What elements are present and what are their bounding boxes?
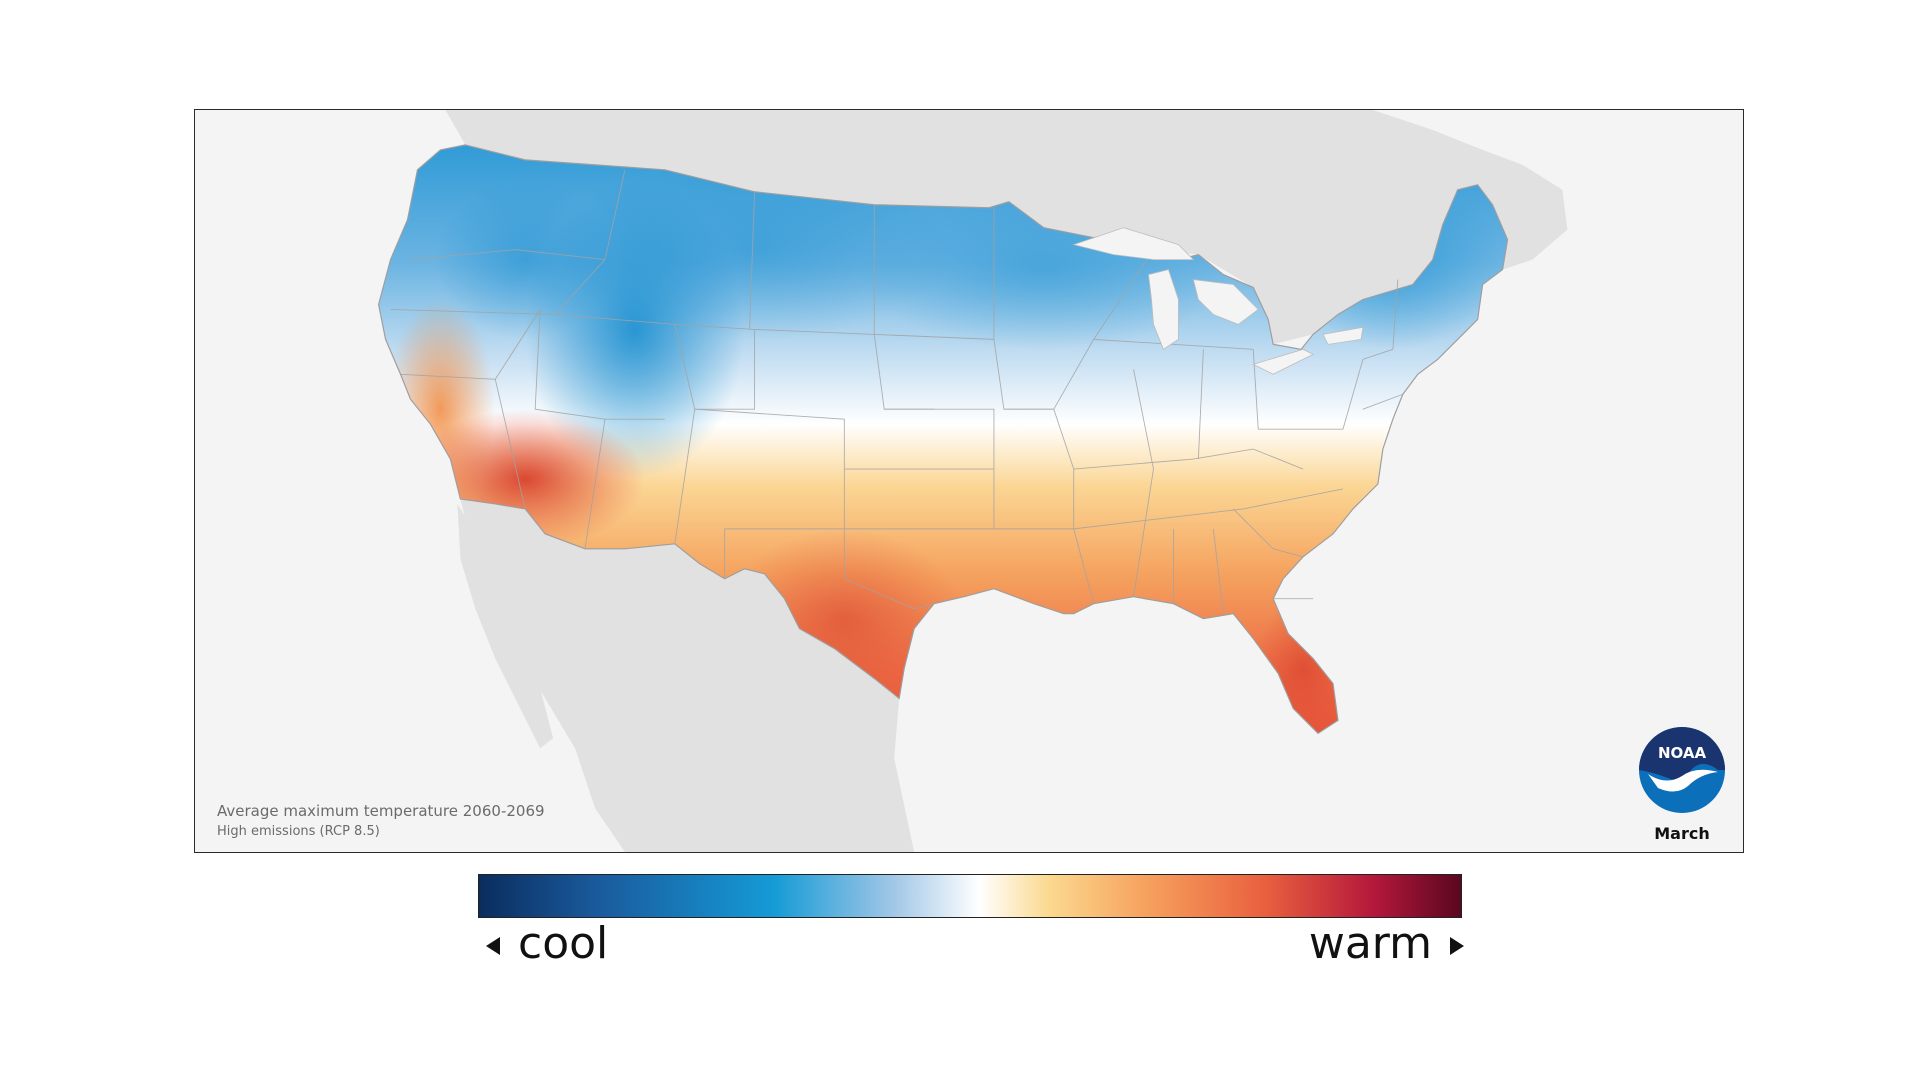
great-lakes [1072,227,1364,375]
temperature-color-scale [478,874,1462,918]
noaa-logo-icon: NOAA [1639,727,1725,813]
map-frame: Average maximum temperature 2060-2069 Hi… [194,109,1744,853]
mexico-land [460,498,915,852]
noaa-logo-text: NOAA [1658,744,1707,762]
scale-warm-end: warm [1309,916,1464,972]
triangle-right-icon [1450,937,1464,955]
triangle-left-icon [486,937,500,955]
temperature-map [377,110,1568,852]
map-caption-subtitle: High emissions (RCP 8.5) [217,824,380,839]
cool-label: cool [518,918,609,969]
map-caption-title: Average maximum temperature 2060-2069 [217,802,545,820]
baja-peninsula [457,503,554,749]
state-boundaries [390,169,1403,614]
warm-label: warm [1308,918,1432,969]
canada-land [445,110,1568,395]
scale-cool-end: cool [486,916,608,972]
month-label: March [1654,824,1710,843]
